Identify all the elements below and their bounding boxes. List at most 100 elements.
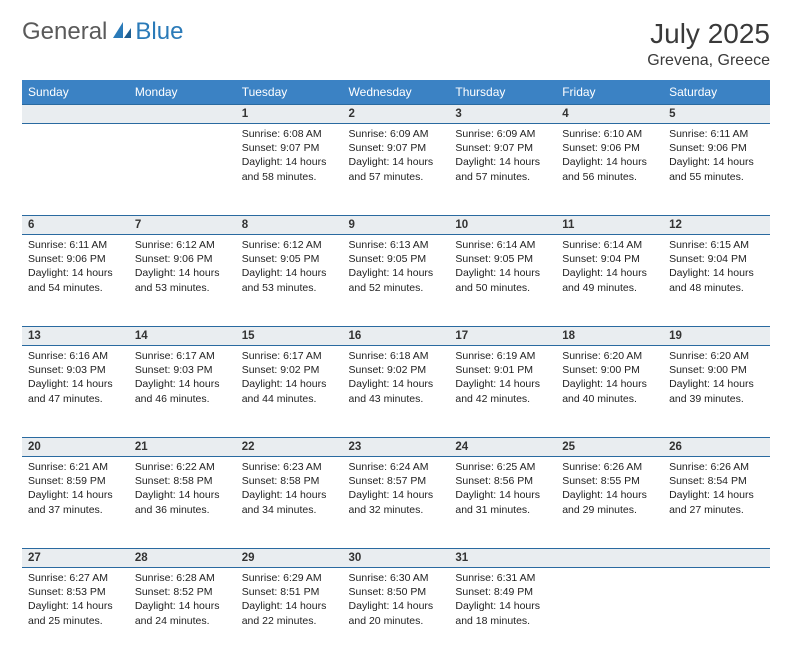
day-details: Sunrise: 6:25 AMSunset: 8:56 PMDaylight:… [449,457,556,523]
day-number-cell [129,105,236,124]
day-content-cell: Sunrise: 6:28 AMSunset: 8:52 PMDaylight:… [129,568,236,660]
day-content-cell: Sunrise: 6:15 AMSunset: 9:04 PMDaylight:… [663,235,770,327]
day-content-cell: Sunrise: 6:10 AMSunset: 9:06 PMDaylight:… [556,124,663,216]
day-details: Sunrise: 6:14 AMSunset: 9:04 PMDaylight:… [556,235,663,301]
day-details: Sunrise: 6:10 AMSunset: 9:06 PMDaylight:… [556,124,663,190]
day-number-cell: 25 [556,438,663,457]
day-content-cell: Sunrise: 6:19 AMSunset: 9:01 PMDaylight:… [449,346,556,438]
day-number-cell: 24 [449,438,556,457]
day-content-cell [22,124,129,216]
day-content-row: Sunrise: 6:11 AMSunset: 9:06 PMDaylight:… [22,235,770,327]
day-details: Sunrise: 6:12 AMSunset: 9:06 PMDaylight:… [129,235,236,301]
day-number-row: 13141516171819 [22,327,770,346]
day-number-cell: 3 [449,105,556,124]
day-details: Sunrise: 6:20 AMSunset: 9:00 PMDaylight:… [556,346,663,412]
weekday-header: Wednesday [343,80,450,105]
day-details: Sunrise: 6:08 AMSunset: 9:07 PMDaylight:… [236,124,343,190]
day-content-cell: Sunrise: 6:26 AMSunset: 8:54 PMDaylight:… [663,457,770,549]
day-details: Sunrise: 6:16 AMSunset: 9:03 PMDaylight:… [22,346,129,412]
brand-general: General [22,18,107,46]
day-content-cell: Sunrise: 6:09 AMSunset: 9:07 PMDaylight:… [343,124,450,216]
day-details: Sunrise: 6:31 AMSunset: 8:49 PMDaylight:… [449,568,556,634]
day-details: Sunrise: 6:27 AMSunset: 8:53 PMDaylight:… [22,568,129,634]
day-details: Sunrise: 6:17 AMSunset: 9:03 PMDaylight:… [129,346,236,412]
day-content-cell: Sunrise: 6:21 AMSunset: 8:59 PMDaylight:… [22,457,129,549]
day-number-row: 20212223242526 [22,438,770,457]
day-content-cell: Sunrise: 6:14 AMSunset: 9:05 PMDaylight:… [449,235,556,327]
day-content-cell [129,124,236,216]
day-number-cell: 10 [449,216,556,235]
weekday-header: Thursday [449,80,556,105]
day-number-cell [22,105,129,124]
day-details: Sunrise: 6:23 AMSunset: 8:58 PMDaylight:… [236,457,343,523]
day-number-cell: 29 [236,549,343,568]
day-details: Sunrise: 6:13 AMSunset: 9:05 PMDaylight:… [343,235,450,301]
day-details: Sunrise: 6:11 AMSunset: 9:06 PMDaylight:… [663,124,770,190]
month-title: July 2025 [647,18,770,50]
day-content-row: Sunrise: 6:08 AMSunset: 9:07 PMDaylight:… [22,124,770,216]
day-number-cell: 20 [22,438,129,457]
day-content-cell: Sunrise: 6:25 AMSunset: 8:56 PMDaylight:… [449,457,556,549]
day-content-cell [556,568,663,660]
day-content-cell: Sunrise: 6:11 AMSunset: 9:06 PMDaylight:… [22,235,129,327]
day-details: Sunrise: 6:17 AMSunset: 9:02 PMDaylight:… [236,346,343,412]
day-details: Sunrise: 6:12 AMSunset: 9:05 PMDaylight:… [236,235,343,301]
day-number-cell: 5 [663,105,770,124]
day-content-cell: Sunrise: 6:31 AMSunset: 8:49 PMDaylight:… [449,568,556,660]
day-number-row: 2728293031 [22,549,770,568]
day-number-cell: 23 [343,438,450,457]
day-content-cell [663,568,770,660]
day-details: Sunrise: 6:21 AMSunset: 8:59 PMDaylight:… [22,457,129,523]
day-content-cell: Sunrise: 6:16 AMSunset: 9:03 PMDaylight:… [22,346,129,438]
day-number-cell: 31 [449,549,556,568]
day-details: Sunrise: 6:24 AMSunset: 8:57 PMDaylight:… [343,457,450,523]
day-content-cell: Sunrise: 6:26 AMSunset: 8:55 PMDaylight:… [556,457,663,549]
day-content-cell: Sunrise: 6:29 AMSunset: 8:51 PMDaylight:… [236,568,343,660]
weekday-header: Friday [556,80,663,105]
day-content-cell: Sunrise: 6:20 AMSunset: 9:00 PMDaylight:… [663,346,770,438]
day-number-cell: 22 [236,438,343,457]
day-content-row: Sunrise: 6:21 AMSunset: 8:59 PMDaylight:… [22,457,770,549]
calendar-table: SundayMondayTuesdayWednesdayThursdayFrid… [22,80,770,660]
day-number-cell [556,549,663,568]
day-content-cell: Sunrise: 6:23 AMSunset: 8:58 PMDaylight:… [236,457,343,549]
day-content-cell: Sunrise: 6:30 AMSunset: 8:50 PMDaylight:… [343,568,450,660]
day-details: Sunrise: 6:11 AMSunset: 9:06 PMDaylight:… [22,235,129,301]
day-details: Sunrise: 6:30 AMSunset: 8:50 PMDaylight:… [343,568,450,634]
day-details: Sunrise: 6:26 AMSunset: 8:54 PMDaylight:… [663,457,770,523]
day-details: Sunrise: 6:09 AMSunset: 9:07 PMDaylight:… [449,124,556,190]
day-details: Sunrise: 6:28 AMSunset: 8:52 PMDaylight:… [129,568,236,634]
day-number-cell: 14 [129,327,236,346]
day-content-cell: Sunrise: 6:17 AMSunset: 9:03 PMDaylight:… [129,346,236,438]
day-content-cell: Sunrise: 6:12 AMSunset: 9:06 PMDaylight:… [129,235,236,327]
day-number-cell: 27 [22,549,129,568]
day-content-cell: Sunrise: 6:14 AMSunset: 9:04 PMDaylight:… [556,235,663,327]
logo-sail-icon [111,20,133,45]
day-number-cell: 30 [343,549,450,568]
calendar-body: 12345Sunrise: 6:08 AMSunset: 9:07 PMDayl… [22,105,770,660]
day-number-cell: 6 [22,216,129,235]
day-number-cell: 26 [663,438,770,457]
day-content-cell: Sunrise: 6:08 AMSunset: 9:07 PMDaylight:… [236,124,343,216]
day-content-cell: Sunrise: 6:13 AMSunset: 9:05 PMDaylight:… [343,235,450,327]
day-details: Sunrise: 6:29 AMSunset: 8:51 PMDaylight:… [236,568,343,634]
weekday-header-row: SundayMondayTuesdayWednesdayThursdayFrid… [22,80,770,105]
location-text: Grevena, Greece [647,52,770,70]
day-number-cell: 18 [556,327,663,346]
brand-logo: General Blue [22,18,183,46]
day-number-cell: 9 [343,216,450,235]
weekday-header: Tuesday [236,80,343,105]
weekday-header: Monday [129,80,236,105]
day-details: Sunrise: 6:14 AMSunset: 9:05 PMDaylight:… [449,235,556,301]
day-content-cell: Sunrise: 6:11 AMSunset: 9:06 PMDaylight:… [663,124,770,216]
day-details: Sunrise: 6:20 AMSunset: 9:00 PMDaylight:… [663,346,770,412]
day-number-cell: 17 [449,327,556,346]
day-number-cell: 1 [236,105,343,124]
day-content-cell: Sunrise: 6:12 AMSunset: 9:05 PMDaylight:… [236,235,343,327]
day-content-cell: Sunrise: 6:09 AMSunset: 9:07 PMDaylight:… [449,124,556,216]
day-number-cell: 16 [343,327,450,346]
day-number-cell: 11 [556,216,663,235]
day-content-cell: Sunrise: 6:17 AMSunset: 9:02 PMDaylight:… [236,346,343,438]
day-details: Sunrise: 6:26 AMSunset: 8:55 PMDaylight:… [556,457,663,523]
day-number-cell: 13 [22,327,129,346]
